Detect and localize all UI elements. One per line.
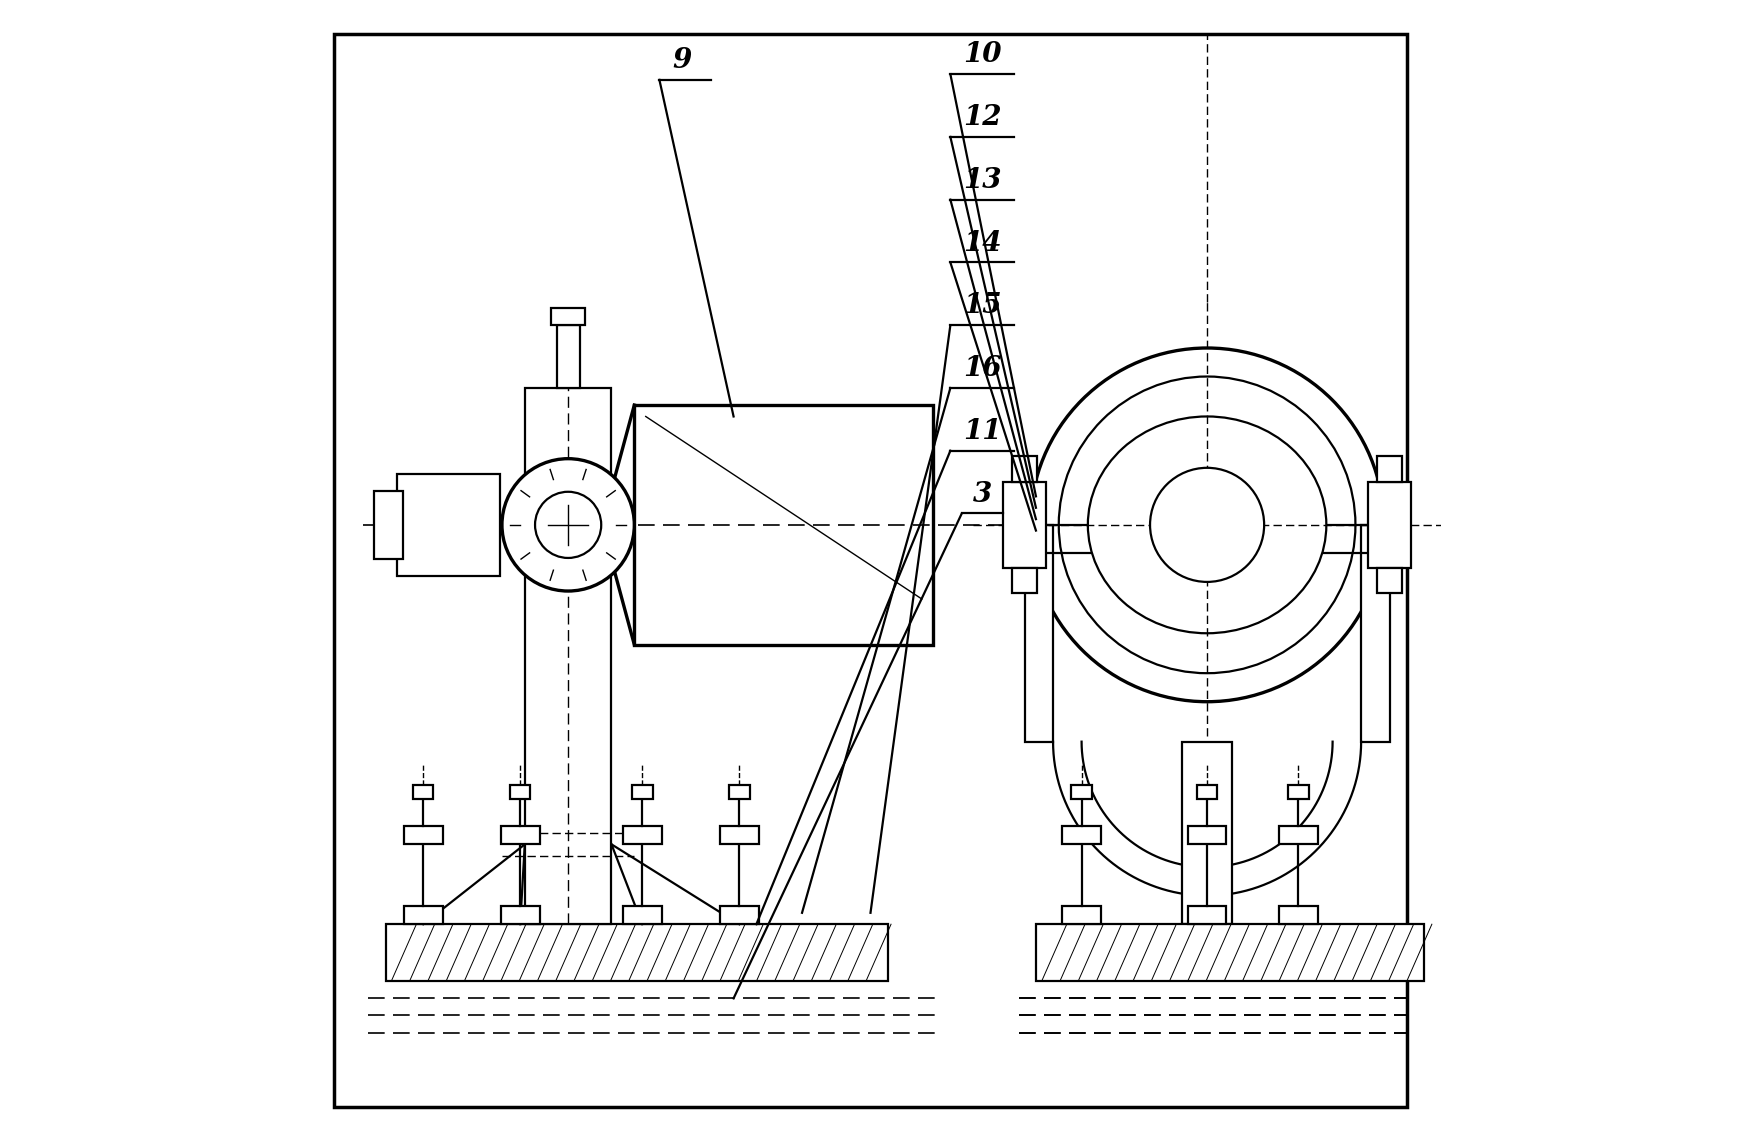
Bar [1024,525,1053,742]
Text: 15: 15 [963,292,1001,319]
Circle shape [534,492,601,558]
Bar [634,405,933,645]
Text: 16: 16 [963,355,1001,382]
Bar [1187,826,1226,844]
Bar [510,785,531,799]
Bar [1377,456,1402,482]
Bar [413,785,434,799]
Text: 10: 10 [963,41,1001,68]
Bar [404,826,442,844]
Bar [397,474,500,576]
Bar [1003,482,1046,568]
Bar [1196,785,1217,799]
Bar [1368,482,1412,568]
Text: 11: 11 [963,418,1001,445]
Circle shape [1151,468,1264,582]
Bar [1187,906,1226,924]
Bar [524,388,611,924]
Bar [1288,785,1309,799]
Bar [1182,742,1233,924]
Text: 13: 13 [963,167,1001,194]
Bar [729,785,750,799]
Bar [1012,456,1038,482]
Bar [1361,525,1389,742]
Text: 14: 14 [963,229,1001,257]
Bar [1062,906,1100,924]
Bar [623,906,662,924]
Bar [501,906,540,924]
Bar [374,491,402,559]
Circle shape [1031,348,1384,702]
Bar [1280,906,1318,924]
Text: 9: 9 [672,47,691,74]
Bar [1280,826,1318,844]
Bar [1012,568,1038,593]
Bar [501,826,540,844]
Bar [1036,924,1424,981]
Bar [1062,826,1100,844]
Bar [557,325,580,388]
Bar [550,308,585,325]
Bar [385,924,888,981]
Bar [632,785,653,799]
Bar [623,826,662,844]
Ellipse shape [1088,416,1327,633]
Bar [1071,785,1092,799]
Text: 12: 12 [963,104,1001,131]
Circle shape [501,459,634,591]
Bar [1377,568,1402,593]
Text: 3: 3 [973,480,992,508]
Bar [719,826,759,844]
Bar [404,906,442,924]
Circle shape [1059,377,1356,673]
Bar [719,906,759,924]
